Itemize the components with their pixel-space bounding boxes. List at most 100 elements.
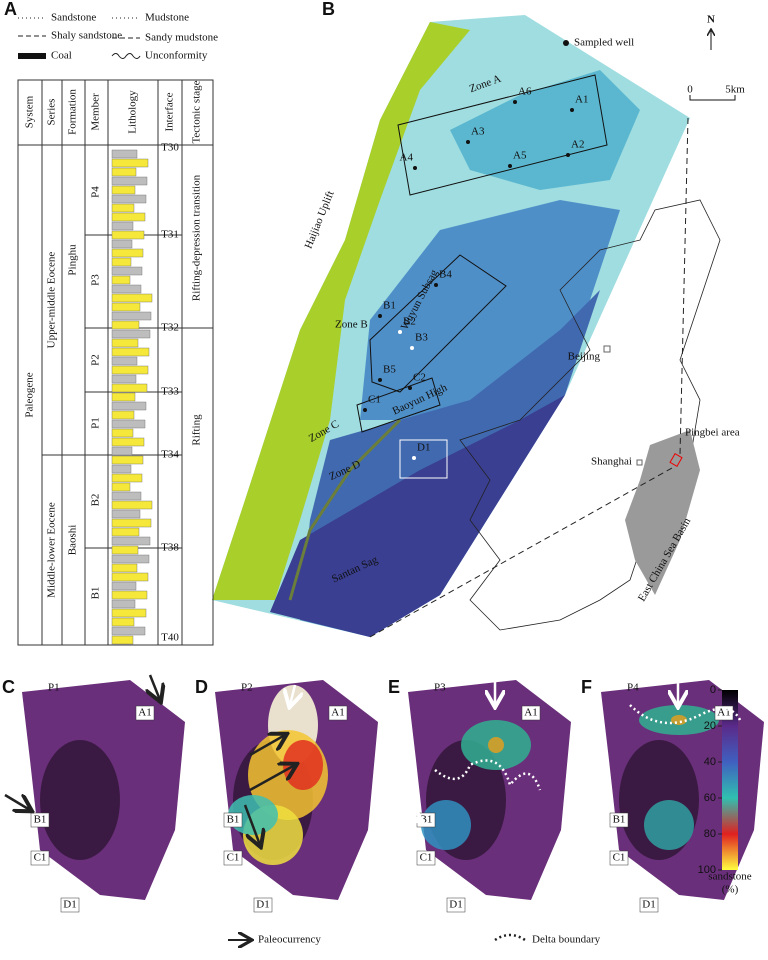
paleocurrent-arrow [403,810,420,820]
paleocurrent-arrow [150,674,160,700]
panel-label: B [322,0,335,19]
well-label: B2 [403,316,416,328]
north-arrow: N [707,14,715,26]
well-label: A1 [331,707,344,719]
well [434,283,438,287]
well-label: B1 [227,814,240,826]
member: B1 [90,587,102,600]
well-label: C1 [227,852,240,864]
lithology-bed [111,626,146,636]
well-box [253,897,273,913]
panel-label: F [581,677,592,697]
well-label: C1 [368,394,381,406]
lithology-bed [111,365,149,375]
legend-label: Sampled well [574,37,634,49]
lithology-bed [111,392,136,402]
well [513,100,517,104]
well-label: B1 [383,300,396,312]
table-header: Formation [67,89,79,135]
panel-title: P2 [241,682,253,694]
well-box [521,705,541,721]
well-box [223,850,243,866]
member: P4 [90,186,102,198]
well-label: C2 [413,372,426,384]
panel-label: E [388,677,400,697]
member: P1 [90,417,102,429]
interface: T33 [161,386,179,398]
well [408,386,412,390]
well-box [416,850,436,866]
interface: T40 [161,632,179,644]
legend-label: Coal [51,50,72,62]
map-shade [40,740,120,860]
lithology-bed [111,437,145,447]
lithology-bed [111,410,135,420]
lithology-bed [111,239,133,249]
well-label: B4 [439,269,452,281]
lithology-bed [111,320,140,330]
interface: T34 [161,449,179,461]
scale-label: 5km [725,84,745,96]
colorbar-tick-label: 80 [704,828,716,840]
lithology-bed [111,293,153,303]
lithology-bed [111,527,140,537]
well [566,153,570,157]
legend-label: Sandy mudstone [145,32,218,44]
well-label: A1 [138,707,151,719]
well-label: D1 [63,899,76,911]
well-label: D1 [256,899,269,911]
tectonic-stage: Rifting [191,414,203,446]
well-box [30,812,50,828]
well-label: B1 [420,814,433,826]
lithology-bed [111,302,141,312]
map-b [212,15,736,638]
lithology-bed [111,446,133,456]
well-box [609,850,629,866]
colorbar-tick-label: 40 [704,756,716,768]
well-box [446,897,466,913]
lithology-bed [111,590,148,600]
well-label: A3 [471,126,485,138]
inset-label: Beijing [568,351,601,363]
lithology-bed [111,428,134,438]
lithology-bed [111,338,139,348]
tectonic-stage: Rifting-depression transition [191,174,203,301]
lithology-bed [111,608,147,618]
lithology-bed [111,383,148,393]
lithology-bed [111,419,146,429]
member: P3 [90,274,102,286]
system: Paleogene [24,372,36,417]
formation: Pinghu [67,244,79,276]
lithology-bed [111,563,138,573]
colorbar-tick-label: 60 [704,792,716,804]
lithology-bed [111,473,143,483]
colorbar-tick-label: 0 [710,684,716,696]
well [378,314,382,318]
series: Upper-middle Eocene [46,252,58,349]
paleocurrent-arrow [249,735,285,757]
panel-label: A [4,0,17,19]
well-label: A4 [400,152,414,164]
well [508,164,512,168]
well-label: A5 [513,150,527,162]
lithology-bed [111,275,131,285]
legend-label: Shaly sandstone [51,30,122,42]
well [410,346,414,350]
lithology-bed [111,266,143,276]
colorbar-unit: (%) [722,884,739,896]
lithology-bed [111,176,148,186]
lithology-bed [111,311,152,321]
stratigraphic-table [17,79,214,646]
well-box [223,812,243,828]
lithology-bed [111,347,150,357]
well [363,408,367,412]
table-header: Lithology [127,90,139,134]
legend-label: Paleocurrency [258,934,321,946]
lithology-bed [111,635,134,645]
lithology-bed [111,230,145,240]
well-label: D1 [417,442,430,454]
panel-label: C [2,677,15,697]
lithology-bed [111,509,141,519]
colorbar-label: sandstone [708,871,752,883]
